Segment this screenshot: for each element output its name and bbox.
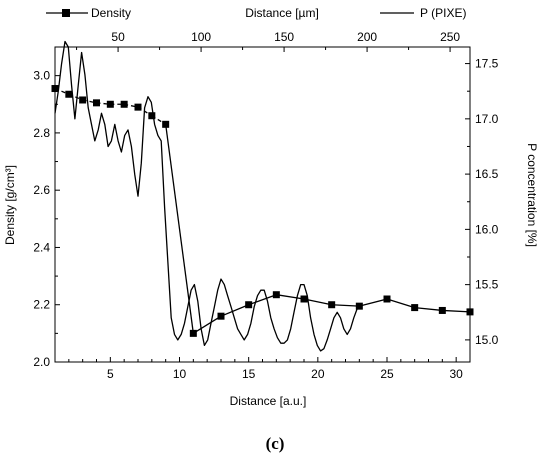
series-segment-density bbox=[442, 309, 471, 313]
x-tick-label: 20 bbox=[311, 367, 325, 381]
series-segment-density bbox=[192, 315, 222, 334]
density-point bbox=[79, 96, 87, 104]
series-layer bbox=[51, 40, 474, 352]
y2-tick-label: 15.0 bbox=[475, 333, 499, 347]
y2-tick-label: 17.5 bbox=[475, 57, 499, 71]
density-point bbox=[245, 301, 253, 309]
y-axis-title-left: Density [g/cm³] bbox=[3, 165, 17, 245]
density-point bbox=[162, 120, 170, 128]
density-point bbox=[300, 295, 308, 303]
x-tick-label: 25 bbox=[380, 367, 394, 381]
y2-tick-label: 15.5 bbox=[475, 278, 499, 292]
density-point bbox=[466, 308, 474, 316]
density-point bbox=[438, 306, 446, 314]
legend-item-density: Density bbox=[46, 6, 131, 20]
y2-tick-label: 17.0 bbox=[475, 112, 499, 126]
density-point bbox=[328, 301, 336, 309]
density-point bbox=[51, 85, 59, 93]
series-line-p-pixe bbox=[54, 40, 358, 352]
x-tick-label: 30 bbox=[449, 367, 463, 381]
y-tick-label: 2.6 bbox=[33, 183, 50, 197]
density-point bbox=[355, 302, 363, 310]
x-axis-bottom: 5 10 15 20 25 30 bbox=[54, 357, 471, 381]
x-axis-title-bottom: Distance [a.u.] bbox=[230, 394, 307, 408]
y2-tick-label: 16.0 bbox=[475, 222, 499, 236]
series-segment-density bbox=[359, 298, 388, 307]
legend-label-p-pixe: P (PIXE) bbox=[420, 6, 466, 20]
y-tick-label: 3.0 bbox=[33, 69, 50, 83]
y-axis-left: 2.0 2.2 2.4 2.6 2.8 3.0 bbox=[33, 69, 60, 369]
series-segment-density bbox=[165, 124, 194, 334]
x-tick-label: 5 bbox=[107, 367, 114, 381]
series-segment-density bbox=[414, 306, 443, 312]
density-point bbox=[272, 291, 280, 299]
legend-item-p-pixe: P (PIXE) bbox=[380, 6, 466, 20]
density-point bbox=[217, 312, 225, 320]
figure-caption: (c) bbox=[265, 434, 285, 453]
series-segment-density bbox=[220, 304, 249, 317]
y-axis-title-right: P concentration [%] bbox=[525, 143, 539, 247]
y-tick-label: 2.4 bbox=[33, 240, 50, 254]
density-point bbox=[65, 90, 73, 98]
x2-tick-label: 200 bbox=[357, 30, 377, 44]
plot-border bbox=[54, 46, 471, 363]
density-point bbox=[106, 100, 114, 108]
x2-tick-label: 50 bbox=[111, 30, 125, 44]
density-point bbox=[189, 329, 197, 337]
x-tick-label: 15 bbox=[242, 367, 256, 381]
x-tick-label: 10 bbox=[173, 367, 187, 381]
x2-tick-label: 250 bbox=[440, 30, 460, 44]
density-point bbox=[383, 295, 391, 303]
density-point bbox=[148, 112, 156, 120]
density-point bbox=[134, 103, 142, 111]
x-axis-title-top: Distance [µm] bbox=[245, 6, 319, 20]
legend-label-density: Density bbox=[91, 6, 131, 20]
series-segment-density bbox=[386, 298, 415, 309]
y-axis-right: 15.0 15.5 16.0 16.5 17.0 17.5 bbox=[465, 57, 499, 347]
series-segment-density bbox=[276, 294, 305, 300]
y-tick-label: 2.8 bbox=[33, 126, 50, 140]
plot-frame bbox=[54, 46, 471, 363]
legend: Density P (PIXE) bbox=[46, 6, 466, 20]
series-segment-density bbox=[303, 298, 332, 306]
x2-tick-label: 150 bbox=[274, 30, 294, 44]
legend-marker-density bbox=[62, 9, 70, 17]
density-point bbox=[120, 100, 128, 108]
y-tick-label: 2.2 bbox=[33, 298, 50, 312]
y2-tick-label: 16.5 bbox=[475, 167, 499, 181]
x-axis-top: 50 100 150 200 250 bbox=[76, 30, 460, 52]
series-segment-density bbox=[331, 304, 360, 307]
density-point bbox=[411, 304, 419, 312]
y-tick-label: 2.0 bbox=[33, 355, 50, 369]
series-segment-density bbox=[248, 294, 277, 306]
x2-tick-label: 100 bbox=[191, 30, 211, 44]
density-point bbox=[93, 99, 100, 107]
